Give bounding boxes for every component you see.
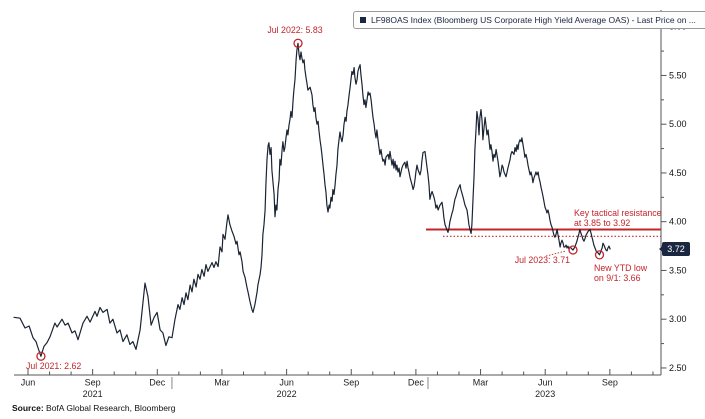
chart-legend[interactable]: LF98OAS Index (Bloomberg US Corporate Hi… (353, 11, 705, 29)
annotation-jul-2022-peak: Jul 2022: 5.83 (267, 25, 323, 35)
marker-circle (293, 38, 303, 48)
y-tick-label: 5.50 (669, 70, 687, 80)
y-tick-label: 2.50 (669, 363, 687, 373)
x-tick-label: Mar (473, 378, 489, 388)
annotation-resistance-line2: at 3.85 to 3.92 (574, 218, 631, 228)
annotation-new-ytd-low-line2: on 9/1: 3.66 (594, 273, 641, 283)
x-year-label: 2023 (535, 389, 555, 399)
y-tick-label: 3.00 (669, 314, 687, 324)
x-year-label: 2021 (83, 389, 103, 399)
annotation-leader-line (545, 250, 567, 257)
marker-circle (36, 351, 46, 361)
x-tick-label: Mar (214, 378, 230, 388)
annotation-jul-2021-low: Jul 2021: 2.62 (26, 361, 82, 371)
x-tick-label: Dec (408, 378, 425, 388)
price-line (13, 42, 611, 357)
x-tick-label: Dec (149, 378, 166, 388)
annotation-resistance: Key tactical resistance at 3.85 to 3.92 (574, 208, 662, 228)
annotation-jul-2023-low: Jul 2023: 3.71 (514, 255, 570, 265)
x-tick-label: Sep (602, 378, 618, 388)
x-tick-label: Sep (343, 378, 359, 388)
annotation-new-ytd-low: New YTD low on 9/1: 3.66 (594, 263, 647, 283)
series-marker-icon (360, 17, 366, 23)
annotation-resistance-line1: Key tactical resistance (574, 208, 662, 218)
x-tick-label: Jun (279, 378, 294, 388)
source-label: Source: (12, 403, 44, 413)
annotation-new-ytd-low-line1: New YTD low (594, 263, 648, 273)
y-tick-label: 5.00 (669, 119, 687, 129)
x-tick-label: Sep (85, 378, 101, 388)
y-tick-label: 3.50 (669, 265, 687, 275)
marker-circle (568, 245, 578, 255)
legend-text: LF98OAS Index (Bloomberg US Corporate Hi… (371, 15, 696, 25)
y-tick-label: 4.00 (669, 217, 687, 227)
marker-circle (594, 250, 605, 260)
x-year-label: 2022 (277, 389, 297, 399)
x-tick-label: Jun (538, 378, 553, 388)
x-tick-label: Jun (21, 378, 36, 388)
source-note: Source: BofA Global Research, Bloomberg (12, 403, 176, 413)
y-tick-label: 4.50 (669, 168, 687, 178)
source-text: BofA Global Research, Bloomberg (46, 403, 176, 413)
last-price-badge: 3.72 (662, 242, 690, 256)
